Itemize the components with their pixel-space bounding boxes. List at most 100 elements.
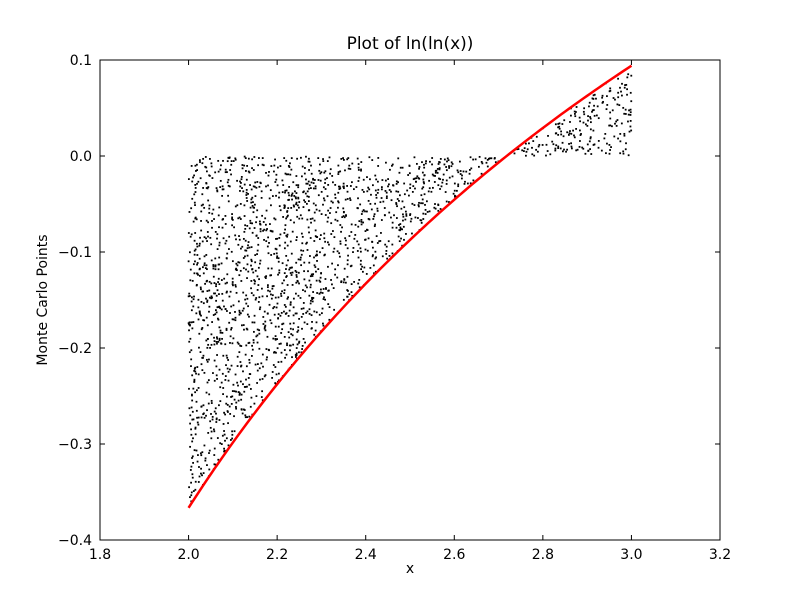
- scatter-point: [250, 292, 253, 294]
- scatter-point: [245, 294, 248, 297]
- scatter-point: [203, 264, 206, 267]
- scatter-point: [196, 262, 199, 264]
- scatter-point: [210, 282, 213, 285]
- scatter-point: [346, 198, 349, 200]
- scatter-point: [275, 252, 278, 255]
- scatter-point: [442, 178, 444, 181]
- scatter-point: [438, 177, 440, 180]
- scatter-point: [303, 199, 305, 202]
- scatter-point: [232, 160, 235, 162]
- scatter-point: [224, 215, 227, 217]
- scatter-point: [248, 383, 251, 386]
- scatter-point: [246, 224, 249, 227]
- scatter-point: [619, 140, 622, 143]
- scatter-point: [339, 240, 342, 243]
- scatter-point: [246, 313, 249, 316]
- scatter-point: [404, 210, 407, 213]
- scatter-point: [453, 182, 456, 185]
- scatter-point: [287, 191, 290, 194]
- scatter-point: [286, 297, 289, 300]
- scatter-point: [249, 405, 252, 408]
- scatter-point: [364, 210, 366, 213]
- scatter-point: [303, 261, 306, 264]
- scatter-point: [211, 212, 214, 215]
- x-tick-label: 2.6: [443, 547, 465, 563]
- scatter-point: [601, 96, 604, 99]
- scatter-point: [450, 165, 453, 168]
- scatter-point: [288, 186, 291, 188]
- scatter-point: [545, 143, 548, 146]
- scatter-point: [200, 467, 202, 470]
- scatter-point: [408, 172, 411, 175]
- scatter-point: [200, 472, 202, 475]
- scatter-point: [551, 140, 554, 143]
- scatter-point: [308, 209, 311, 212]
- scatter-point: [289, 349, 291, 352]
- curve-line: [187, 64, 633, 509]
- scatter-point: [349, 168, 352, 170]
- scatter-point: [452, 192, 455, 195]
- scatter-point: [549, 153, 552, 156]
- scatter-point: [346, 259, 349, 262]
- scatter-point: [213, 340, 216, 342]
- scatter-point: [424, 208, 427, 211]
- scatter-point: [307, 200, 310, 202]
- scatter-point: [290, 207, 293, 209]
- scatter-point: [366, 228, 368, 231]
- scatter-point: [214, 268, 217, 271]
- scatter-point: [628, 109, 630, 112]
- scatter-point: [251, 167, 253, 170]
- scatter-point: [292, 181, 295, 184]
- scatter-point: [307, 270, 309, 273]
- scatter-point: [192, 263, 195, 266]
- scatter-point: [561, 123, 564, 125]
- scatter-point: [206, 170, 208, 173]
- scatter-point: [256, 249, 259, 252]
- scatter-point: [201, 369, 204, 372]
- scatter-point: [275, 306, 278, 309]
- scatter-point: [246, 247, 249, 250]
- scatter-point: [360, 223, 363, 226]
- scatter-point: [295, 271, 298, 274]
- scatter-point: [591, 97, 594, 100]
- scatter-point: [373, 215, 375, 218]
- scatter-point: [313, 256, 315, 259]
- scatter-point: [375, 178, 378, 181]
- scatter-point: [349, 185, 352, 187]
- plot-area: [100, 60, 720, 540]
- scatter-point: [536, 150, 539, 153]
- scatter-point: [265, 240, 268, 243]
- scatter-point: [215, 417, 218, 420]
- scatter-point: [250, 260, 253, 263]
- scatter-point: [218, 404, 220, 407]
- scatter-point: [213, 463, 216, 466]
- scatter-point: [207, 432, 210, 434]
- scatter-point: [229, 290, 232, 293]
- scatter-point: [337, 264, 339, 267]
- scatter-point: [284, 191, 286, 194]
- scatter-point: [248, 358, 251, 361]
- scatter-point: [224, 375, 227, 377]
- scatter-point: [215, 309, 217, 312]
- scatter-point: [196, 182, 198, 185]
- scatter-point: [226, 181, 229, 184]
- scatter-point: [387, 185, 389, 188]
- scatter-point: [196, 242, 198, 245]
- scatter-point: [208, 358, 210, 361]
- scatter-point: [208, 280, 211, 283]
- scatter-point: [215, 187, 218, 189]
- scatter-point: [274, 247, 277, 250]
- scatter-point: [375, 235, 378, 238]
- scatter-point: [606, 95, 608, 98]
- scatter-point: [272, 364, 275, 366]
- scatter-point: [630, 100, 633, 103]
- scatter-point: [219, 168, 222, 171]
- scatter-point: [357, 163, 360, 165]
- scatter-point: [338, 252, 341, 255]
- scatter-point: [579, 134, 582, 136]
- scatter-point: [621, 94, 623, 97]
- scatter-point: [330, 222, 333, 225]
- scatter-point: [245, 188, 248, 191]
- scatter-point: [290, 252, 293, 255]
- scatter-point: [309, 255, 311, 257]
